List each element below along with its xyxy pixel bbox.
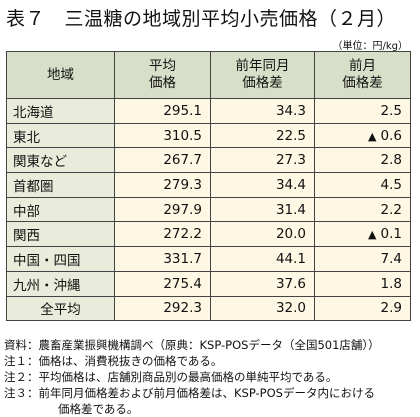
yoy-diff-cell: 20.0: [210, 221, 315, 248]
note-1: 注１：価格は、消費税抜きの価格である。: [4, 354, 223, 368]
header-mom-line2: 価格差: [342, 75, 383, 91]
region-cell: 関西: [6, 221, 115, 248]
mom-diff-cell: 2.9: [314, 295, 411, 322]
mom-diff-cell: ▲ 0.1: [314, 221, 411, 248]
yoy-diff-cell: 37.6: [210, 270, 315, 297]
table-row: 東北 310.5 22.5 ▲ 0.6: [6, 122, 411, 149]
table-row: 中部 297.9 31.4 2.2: [6, 196, 411, 223]
mom-diff-value: 2.9: [380, 300, 402, 317]
negative-triangle-icon: ▲: [368, 129, 377, 143]
mom-diff-value: 2.2: [380, 201, 402, 218]
unit-label: （単位：円/kg）: [332, 41, 408, 52]
avg-price-cell: 267.7: [114, 147, 211, 174]
table-title: 表７ 三温糖の地域別平均小売価格（２月）: [6, 8, 397, 30]
header-yoy-line1: 前年同月: [235, 58, 290, 74]
mom-diff-cell: 7.4: [314, 246, 411, 272]
avg-price-cell: 310.5: [114, 122, 211, 149]
notes: 資料：農畜産業振興機構調べ（原典：KSP-POSデータ（全国501店舗）） 注１…: [4, 337, 416, 417]
mom-diff-value: 4.5: [380, 176, 402, 193]
note-3: 注３：前年同月価格差および前月価格差は、KSP-POSデータ内における: [4, 386, 375, 400]
negative-triangle-icon: ▲: [368, 228, 377, 242]
note-3-continued: 価格差である。: [58, 402, 139, 416]
mom-diff-value: 2.5: [380, 102, 402, 119]
mom-diff-cell: 2.8: [314, 147, 411, 174]
avg-price-cell: 279.3: [114, 172, 211, 198]
region-cell: 全平均: [6, 295, 115, 322]
region-cell: 東北: [6, 122, 115, 149]
header-mom-diff: 前月 価格差: [314, 51, 411, 99]
avg-price-cell: 275.4: [114, 270, 211, 297]
price-table: 地域 平均 価格 前年同月 価格差 前月 価格差 北海道 295.1 34.3 2.5…: [6, 51, 411, 322]
header-yoy-diff: 前年同月 価格差: [210, 51, 315, 99]
note-source: 資料：農畜産業振興機構調べ（原典：KSP-POSデータ（全国501店舗））: [4, 338, 380, 352]
region-cell: 首都圏: [6, 172, 115, 198]
table-row: 九州・沖縄 275.4 37.6 1.8: [6, 270, 411, 297]
table-row: 北海道 295.1 34.3 2.5: [6, 98, 411, 124]
header-mom-line1: 前月: [349, 58, 376, 74]
table-row: 関東など 267.7 27.3 2.8: [6, 147, 411, 174]
mom-diff-cell: 2.2: [314, 196, 411, 223]
header-avg-price: 平均 価格: [114, 51, 211, 99]
region-cell: 中部: [6, 196, 115, 223]
yoy-diff-cell: 31.4: [210, 196, 315, 223]
header-region: 地域: [6, 51, 115, 99]
table-row-total: 全平均 292.3 32.0 2.9: [6, 295, 411, 322]
mom-diff-cell: 2.5: [314, 98, 411, 124]
region-cell: 中国・四国: [6, 246, 115, 272]
table-row: 中国・四国 331.7 44.1 7.4: [6, 246, 411, 272]
header-avg-line1: 平均: [149, 58, 176, 74]
avg-price-cell: 295.1: [114, 98, 211, 124]
table-title-area: 表７ 三温糖の地域別平均小売価格（２月）: [0, 0, 420, 36]
mom-diff-cell: 1.8: [314, 270, 411, 297]
yoy-diff-cell: 27.3: [210, 147, 315, 174]
region-cell: 北海道: [6, 98, 115, 124]
mom-diff-value: 0.6: [380, 127, 402, 144]
table-body: 北海道 295.1 34.3 2.5 東北 310.5 22.5 ▲ 0.6 関東など 267.7 2…: [6, 98, 411, 322]
avg-price-cell: 297.9: [114, 196, 211, 223]
yoy-diff-cell: 32.0: [210, 295, 315, 322]
mom-diff-cell: ▲ 0.6: [314, 122, 411, 149]
avg-price-cell: 292.3: [114, 295, 211, 322]
table-row: 関西 272.2 20.0 ▲ 0.1: [6, 221, 411, 248]
header-avg-line2: 価格: [149, 75, 176, 91]
mom-diff-value: 2.8: [380, 152, 402, 169]
region-cell: 関東など: [6, 147, 115, 174]
yoy-diff-cell: 34.4: [210, 172, 315, 198]
mom-diff-cell: 4.5: [314, 172, 411, 198]
yoy-diff-cell: 34.3: [210, 98, 315, 124]
avg-price-cell: 272.2: [114, 221, 211, 248]
mom-diff-value: 1.8: [380, 275, 402, 292]
header-row: 地域 平均 価格 前年同月 価格差 前月 価格差: [6, 51, 411, 99]
yoy-diff-cell: 22.5: [210, 122, 315, 149]
avg-price-cell: 331.7: [114, 246, 211, 272]
header-yoy-line2: 価格差: [242, 75, 283, 91]
table-row: 首都圏 279.3 34.4 4.5: [6, 172, 411, 198]
mom-diff-value: 0.1: [380, 226, 402, 243]
yoy-diff-cell: 44.1: [210, 246, 315, 272]
mom-diff-value: 7.4: [380, 250, 402, 267]
note-2: 注２：平均価格は、店舗別商品別の最高価格の単純平均である。: [4, 370, 338, 384]
region-cell: 九州・沖縄: [6, 270, 115, 297]
